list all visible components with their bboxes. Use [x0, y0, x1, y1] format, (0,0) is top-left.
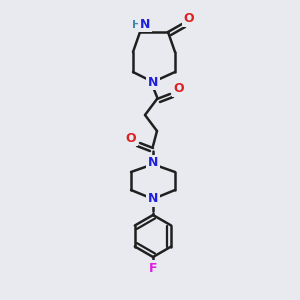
Text: N: N [140, 17, 150, 31]
Text: O: O [184, 13, 194, 26]
Text: N: N [148, 157, 158, 169]
Text: H: H [132, 20, 142, 30]
Text: O: O [174, 82, 184, 95]
Text: O: O [126, 131, 136, 145]
Text: N: N [148, 76, 158, 88]
Text: F: F [149, 262, 157, 275]
Text: N: N [148, 193, 158, 206]
